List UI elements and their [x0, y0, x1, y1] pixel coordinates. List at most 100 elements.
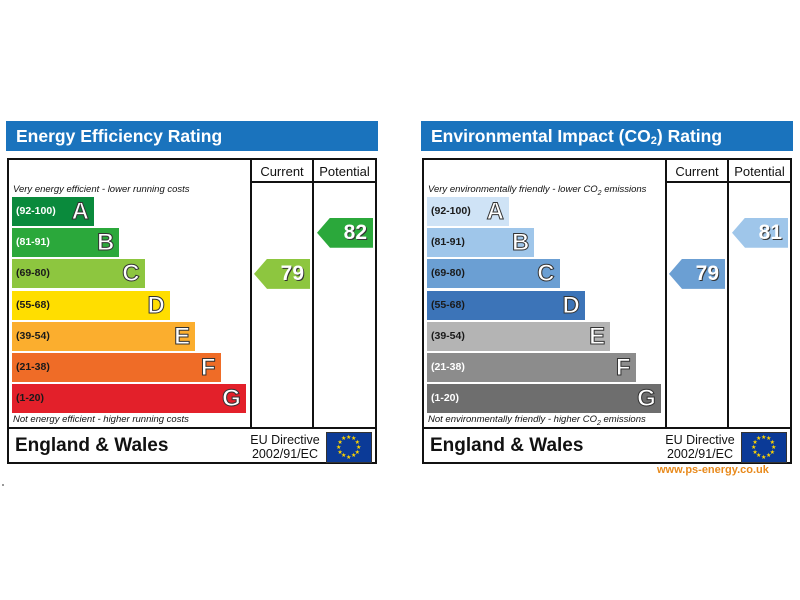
current-rating-arrow: 79: [669, 258, 725, 289]
column-header-current: Current: [260, 164, 304, 179]
band-range: (92-100): [16, 205, 56, 217]
divider: [9, 427, 375, 429]
band-range: (39-54): [431, 329, 465, 342]
flag-star: ★: [771, 444, 777, 451]
divider: [250, 160, 252, 429]
band-range: (21-38): [431, 361, 465, 373]
flag-star: ★: [354, 439, 361, 446]
band-range: (92-100): [431, 205, 471, 217]
divider: [250, 181, 375, 183]
band-range: (1-20): [16, 392, 45, 405]
stray-dot: [2, 484, 4, 486]
current-rating-arrow: 79: [254, 258, 310, 289]
divider: [665, 160, 667, 429]
potential-rating-arrow: 81: [732, 217, 788, 248]
rating-band-b: (81-91) B: [427, 228, 535, 258]
caption-prefix: Not environmentally friendly - higher CO: [428, 414, 597, 425]
rating-band-a: (92-100) A: [12, 197, 94, 226]
band-letter: G: [222, 385, 242, 413]
band-range: (81-91): [16, 236, 50, 249]
column-header-potential: Potential: [734, 164, 785, 179]
panel-title: Energy Efficiency Rating: [6, 121, 378, 151]
flag-star: ★: [356, 444, 362, 451]
band-letter: A: [71, 198, 89, 226]
eu-directive: EU Directive 2002/91/EC: [247, 433, 323, 461]
divider: [312, 160, 314, 429]
flag-star: ★: [341, 453, 347, 460]
eu-flag-icon: ★ ★ ★ ★ ★ ★ ★ ★ ★ ★ ★ ★: [741, 432, 787, 463]
flag-star: ★: [766, 453, 772, 460]
current-rating-value: 79: [695, 261, 719, 285]
flag-star: ★: [761, 454, 767, 461]
region-label: England & Wales: [15, 435, 169, 456]
flag-star: ★: [756, 435, 762, 442]
potential-rating-arrow: 82: [317, 217, 373, 248]
rating-band-e: (39-54) E: [427, 321, 611, 351]
rating-band-a: (92-100) A: [427, 197, 509, 226]
rating-frame: Current Potential Very energy efficient …: [7, 158, 377, 464]
directive-line1: EU Directive: [665, 433, 735, 447]
flag-star: ★: [751, 444, 757, 451]
flag-star: ★: [346, 434, 352, 441]
caption-sub: 2: [597, 189, 602, 197]
potential-rating-value: 81: [758, 220, 782, 244]
rating-band-f: (21-38) F: [427, 353, 636, 382]
bottom-caption: Not energy efficient - higher running co…: [13, 414, 189, 425]
directive-line1: EU Directive: [250, 433, 320, 447]
band-letter: C: [537, 260, 555, 288]
rating-band-f: (21-38) F: [12, 353, 221, 382]
band-letter: D: [562, 291, 580, 319]
title-suffix: ) Rating: [656, 126, 723, 146]
rating-band-d: (55-68) D: [12, 290, 170, 320]
caption-prefix: Very environmentally friendly - lower CO: [428, 184, 598, 195]
region-label: England & Wales: [430, 435, 584, 456]
eu-directive: EU Directive 2002/91/EC: [662, 433, 738, 461]
rating-band-d: (55-68) D: [427, 290, 585, 320]
band-range: (21-38): [16, 361, 50, 373]
flag-star: ★: [341, 435, 347, 442]
flag-star: ★: [769, 439, 776, 446]
bottom-caption: Not environmentally friendly - higher CO…: [428, 414, 646, 427]
band-range: (55-68): [16, 298, 50, 311]
rating-band-b: (81-91) B: [12, 228, 120, 258]
rating-band-g: (1-20) G: [12, 384, 246, 414]
divider: [727, 160, 729, 429]
flag-star: ★: [346, 454, 352, 461]
rating-frame: Current Potential Very environmentally f…: [422, 158, 792, 464]
divider: [665, 181, 790, 183]
flag-star: ★: [756, 453, 762, 460]
rating-band-g: (1-20) G: [427, 384, 661, 414]
energy-efficiency-panel: Energy Efficiency Rating Current Potenti…: [6, 121, 378, 466]
website-link[interactable]: www.ps-energy.co.uk: [657, 464, 769, 476]
band-letter: F: [615, 354, 631, 382]
column-header-potential: Potential: [319, 164, 370, 179]
flag-star: ★: [354, 449, 361, 456]
rating-band-c: (69-80) C: [12, 259, 145, 289]
flag-star: ★: [752, 439, 758, 446]
flag-star: ★: [337, 439, 343, 446]
band-letter: A: [486, 198, 504, 226]
flag-star: ★: [336, 444, 342, 451]
flag-star: ★: [337, 449, 343, 456]
band-letter: G: [637, 385, 657, 413]
flag-star: ★: [769, 449, 776, 456]
caption-suffix: emissions: [600, 414, 646, 425]
title-sub: 2: [650, 135, 657, 147]
band-range: (81-91): [431, 236, 465, 249]
panel-title: Environmental Impact (CO2) Rating: [421, 121, 793, 151]
band-range: (69-80): [431, 267, 465, 280]
band-letter: B: [511, 229, 530, 257]
potential-rating-value: 82: [343, 220, 367, 244]
divider: [424, 427, 790, 429]
directive-line2: 2002/91/EC: [666, 447, 734, 461]
band-range: (1-20): [431, 392, 460, 405]
rating-band-c: (69-80) C: [427, 259, 560, 289]
top-caption: Very energy efficient - lower running co…: [13, 184, 190, 195]
flag-star: ★: [752, 449, 758, 456]
column-header-current: Current: [675, 164, 719, 179]
caption-sub: 2: [596, 419, 601, 427]
band-letter: F: [200, 354, 216, 382]
rating-band-e: (39-54) E: [12, 321, 196, 351]
band-letter: B: [96, 229, 115, 257]
flag-star: ★: [351, 435, 357, 442]
